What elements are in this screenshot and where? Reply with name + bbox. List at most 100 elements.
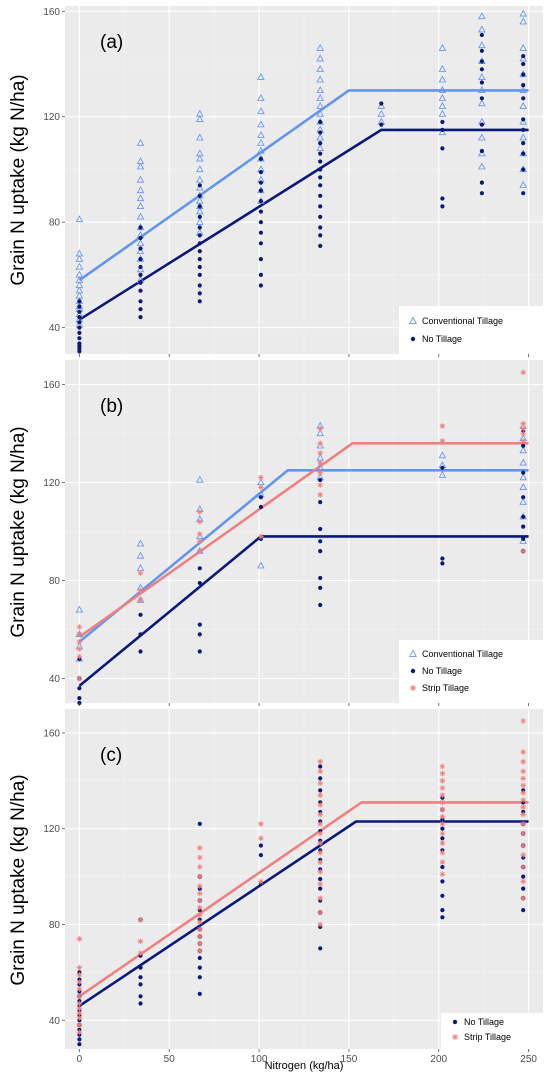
data-point-strip-tillage bbox=[258, 533, 264, 540]
data-point-conventional-tillage bbox=[75, 262, 84, 270]
data-point-no-tillage bbox=[479, 67, 484, 72]
panel-a-y-axis-label: Grain N uptake (kg N/ha) bbox=[8, 74, 29, 285]
data-point-no-tillage bbox=[521, 908, 526, 913]
data-point-conventional-tillage bbox=[438, 65, 447, 72]
y-tick-label: 160 bbox=[43, 380, 60, 391]
data-point-no-tillage bbox=[318, 233, 323, 238]
data-point-no-tillage bbox=[197, 272, 202, 277]
panel-c: 40 80 120 160 0 50 100 150 200 250 (c) Grain N u… bbox=[8, 709, 543, 1072]
data-point-conventional-tillage bbox=[257, 561, 265, 569]
data-point-conventional-tillage bbox=[478, 12, 486, 20]
data-point-strip-tillage bbox=[137, 597, 144, 603]
data-point-no-tillage bbox=[77, 1042, 82, 1047]
data-point-no-tillage bbox=[138, 965, 143, 970]
data-point-no-tillage bbox=[197, 991, 202, 996]
data-point-strip-tillage bbox=[520, 797, 527, 803]
data-point-no-tillage bbox=[440, 196, 445, 201]
data-point-no-tillage bbox=[440, 864, 445, 870]
data-point-no-tillage bbox=[318, 549, 323, 554]
data-point-no-tillage bbox=[318, 886, 323, 891]
data-point-strip-tillage bbox=[76, 675, 83, 682]
data-point-no-tillage bbox=[521, 83, 526, 88]
data-point-no-tillage bbox=[318, 159, 323, 164]
data-point-conventional-tillage bbox=[478, 99, 486, 107]
data-point-conventional-tillage bbox=[316, 109, 325, 117]
data-point-conventional-tillage bbox=[195, 165, 204, 173]
data-point-no-tillage bbox=[197, 975, 202, 980]
data-point-no-tillage bbox=[77, 686, 82, 691]
panel-a-fit-lines bbox=[78, 89, 529, 321]
data-point-no-tillage bbox=[138, 982, 143, 987]
data-point-no-tillage bbox=[138, 257, 143, 262]
data-point-conventional-tillage bbox=[136, 202, 145, 210]
data-point-conventional-tillage bbox=[519, 133, 528, 141]
panel-a-legend-label-conventional-tillage: Conventional Tillage bbox=[422, 316, 503, 326]
data-point-no-tillage bbox=[138, 288, 143, 293]
data-point-strip-tillage bbox=[76, 631, 83, 638]
data-point-strip-tillage bbox=[317, 425, 324, 432]
data-point-no-tillage bbox=[318, 175, 323, 180]
fit-line-no-tillage bbox=[78, 820, 529, 1007]
data-point-strip-tillage bbox=[76, 646, 83, 652]
data-point-no-tillage bbox=[77, 320, 82, 325]
x-tick-label: 50 bbox=[164, 1054, 176, 1065]
data-point-conventional-tillage bbox=[478, 41, 486, 49]
data-point-no-tillage bbox=[521, 96, 526, 101]
data-point-conventional-tillage bbox=[136, 175, 145, 183]
y-tick-label: 80 bbox=[49, 218, 61, 229]
data-point-strip-tillage bbox=[197, 919, 203, 925]
fit-line-strip-tillage bbox=[78, 801, 529, 998]
data-point-strip-tillage bbox=[520, 438, 527, 444]
data-point-strip-tillage bbox=[317, 758, 324, 765]
data-point-strip-tillage bbox=[197, 873, 203, 880]
data-point-conventional-tillage bbox=[316, 101, 325, 109]
data-point-no-tillage bbox=[479, 59, 484, 64]
data-point-strip-tillage bbox=[520, 842, 527, 849]
data-point-strip-tillage bbox=[317, 491, 324, 498]
data-point-no-tillage bbox=[318, 575, 323, 581]
data-point-conventional-tillage bbox=[377, 109, 386, 117]
data-point-no-tillage bbox=[138, 612, 143, 617]
data-point-conventional-tillage bbox=[136, 186, 145, 194]
data-point-no-tillage bbox=[479, 32, 484, 38]
data-point-strip-tillage bbox=[520, 369, 527, 376]
panel-c-y-axis-label: Grain N uptake (kg N/ha) bbox=[8, 774, 29, 985]
data-point-strip-tillage bbox=[520, 548, 527, 554]
data-point-conventional-tillage bbox=[257, 107, 265, 115]
data-point-no-tillage bbox=[318, 585, 323, 590]
data-point-conventional-tillage bbox=[195, 183, 204, 191]
data-point-strip-tillage bbox=[258, 878, 264, 885]
data-point-strip-tillage bbox=[76, 1022, 83, 1028]
data-point-strip-tillage bbox=[520, 768, 527, 775]
panel-b-legend-label-conventional-tillage: Conventional Tillage bbox=[422, 649, 503, 659]
data-point-no-tillage bbox=[479, 96, 484, 101]
data-point-strip-tillage bbox=[520, 775, 527, 782]
data-point-conventional-tillage bbox=[438, 75, 447, 83]
data-point-no-tillage bbox=[521, 117, 526, 122]
data-point-strip-tillage bbox=[317, 840, 324, 846]
data-point-no-tillage bbox=[197, 291, 202, 296]
data-point-strip-tillage bbox=[197, 926, 203, 933]
data-point-no-tillage bbox=[440, 879, 445, 884]
data-point-conventional-tillage bbox=[316, 94, 325, 101]
data-point-no-tillage bbox=[440, 465, 445, 470]
data-point-conventional-tillage bbox=[519, 483, 528, 491]
data-point-no-tillage bbox=[318, 876, 323, 882]
data-point-strip-tillage bbox=[520, 749, 527, 755]
data-point-strip-tillage bbox=[137, 950, 144, 957]
data-point-no-tillage bbox=[197, 632, 202, 637]
data-point-no-tillage bbox=[258, 188, 263, 193]
data-point-conventional-tillage bbox=[519, 43, 528, 51]
data-point-conventional-tillage bbox=[195, 154, 204, 162]
data-point-conventional-tillage bbox=[316, 133, 325, 141]
data-point-conventional-tillage bbox=[438, 94, 447, 101]
data-point-no-tillage bbox=[77, 309, 82, 314]
data-point-no-tillage bbox=[258, 170, 263, 175]
data-point-strip-tillage bbox=[317, 849, 324, 856]
panel-b-y-tick-labels: 40 80 120 160 bbox=[43, 380, 65, 685]
panel-a-y-tick-labels: 40 80 120 160 bbox=[43, 7, 65, 334]
y-tick-label: 120 bbox=[43, 112, 60, 123]
y-tick-label: 40 bbox=[49, 1016, 61, 1027]
data-point-no-tillage bbox=[479, 191, 484, 196]
panel-b-legend-key-conventional-tillage bbox=[408, 649, 418, 657]
